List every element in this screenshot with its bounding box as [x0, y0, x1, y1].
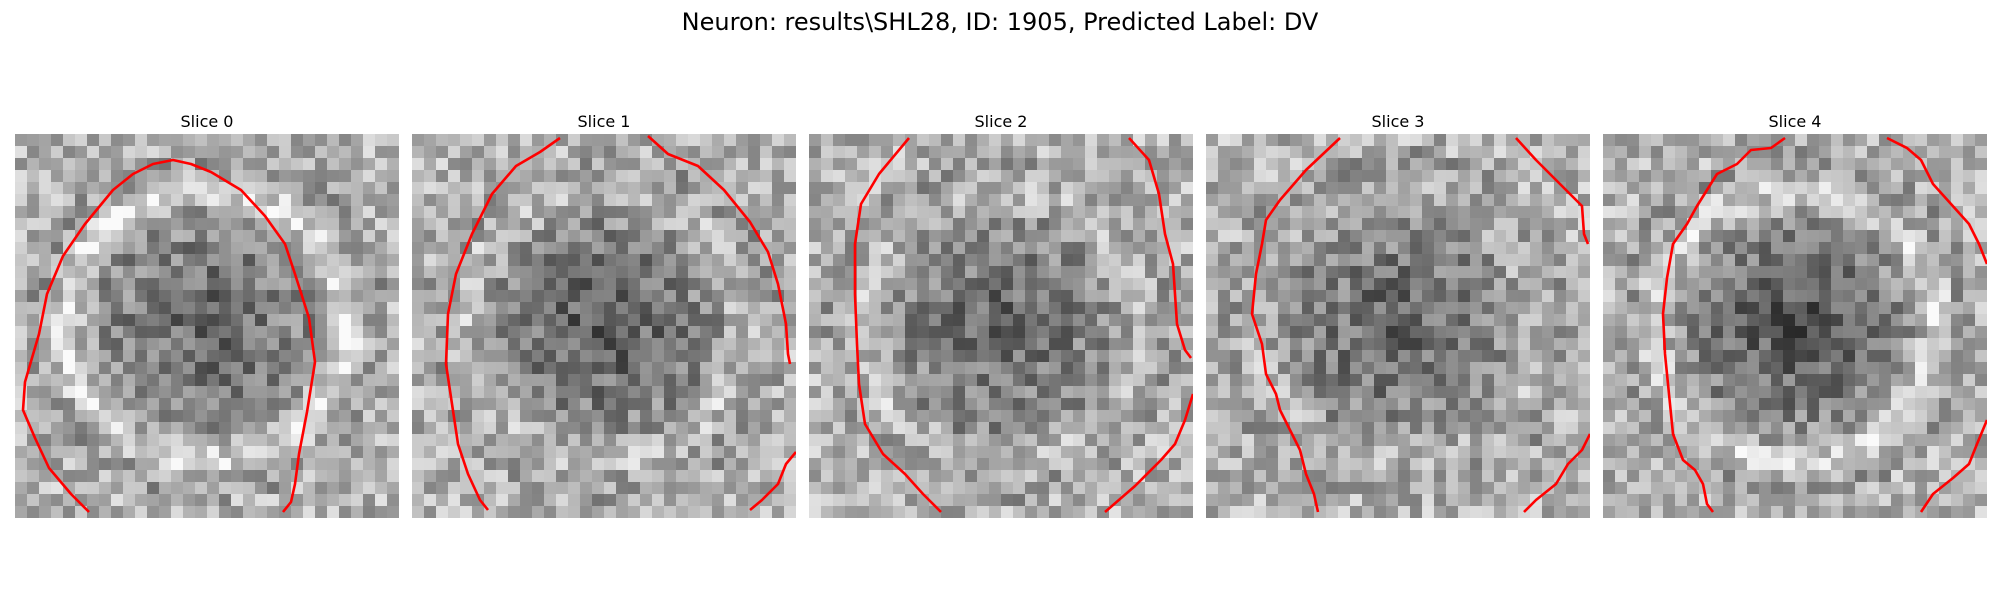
slice-title: Slice 1: [577, 112, 631, 131]
contour-line: [21, 158, 317, 513]
figure-title: Neuron: results\SHL28, ID: 1905, Predict…: [681, 8, 1319, 36]
slice-image: [412, 134, 796, 518]
slice-image: [1603, 134, 1987, 518]
contour-line: [749, 451, 796, 511]
contour-line: [1250, 137, 1341, 513]
contour-line: [1515, 137, 1590, 245]
slice-title: Slice 3: [1371, 112, 1425, 131]
slice-title: Slice 2: [974, 112, 1028, 131]
contour-line: [853, 137, 942, 513]
contour-line: [647, 135, 792, 365]
slice-title: Slice 0: [180, 112, 234, 131]
contour-line: [1661, 136, 1786, 513]
contour-line: [1128, 137, 1193, 359]
contour-line: [444, 136, 561, 511]
contour-line: [1919, 419, 1987, 513]
slice-image: [1206, 134, 1590, 518]
slice-image: [809, 134, 1193, 518]
contour-line: [1523, 433, 1590, 513]
contour-line: [1886, 136, 1987, 265]
slice-image: [15, 134, 399, 518]
slice-title: Slice 4: [1768, 112, 1822, 131]
contour-line: [1104, 393, 1193, 513]
